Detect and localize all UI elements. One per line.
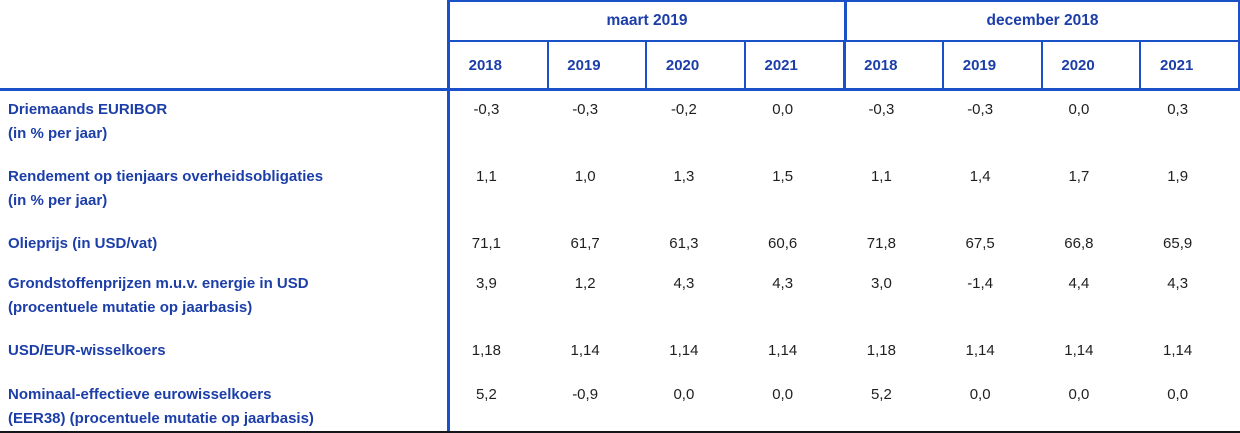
value-cell: 5,2	[870, 386, 892, 403]
table-row-olieprijs: Olieprijs (in USD/vat) 71,1 61,7 61,3 60…	[0, 225, 1240, 265]
value-cell: 66,8	[1064, 235, 1094, 252]
group-header-row: maart 2019 december 2018	[450, 2, 1238, 42]
row-values: -0,3 -0,3 -0,2 0,0 -0,3 -0,3 0,0 0,3	[447, 91, 1240, 158]
row-label-line1: USD/EUR-wisselkoers	[8, 342, 166, 359]
row-values: 1,18 1,14 1,14 1,14 1,18 1,14 1,14 1,14	[447, 332, 1240, 376]
value-cell: 5,2	[475, 386, 497, 403]
value-cell: 0,3	[1167, 101, 1189, 118]
table-body: Driemaands EURIBOR (in % per jaar) -0,3 …	[0, 91, 1240, 433]
value-cell: -0,9	[572, 386, 599, 403]
year-header-row: 2018 2019 2020 2021 2018 2019 2020 2021	[450, 42, 1238, 88]
year-header: 2020	[645, 42, 744, 88]
row-label-line2: (in % per jaar)	[8, 192, 108, 209]
row-label-line1: Rendement op tienjaars overheidsobligati…	[8, 168, 324, 185]
row-label-line1: Driemaands EURIBOR	[8, 101, 168, 118]
value-cell: 0,0	[772, 101, 794, 118]
value-cell: 1,14	[669, 342, 699, 359]
value-cell: 1,4	[969, 168, 991, 185]
value-cell: 0,0	[1068, 386, 1090, 403]
value-cell: 1,18	[866, 342, 896, 359]
row-label-line2: (EER38) (procentuele mutatie op jaarbasi…	[8, 410, 314, 427]
value-cell: 1,7	[1068, 168, 1090, 185]
row-label-line2: (procentuele mutatie op jaarbasis)	[8, 299, 253, 316]
year-header: 2018	[468, 56, 502, 74]
year-header: 2021	[743, 42, 843, 88]
value-cell: 1,9	[1167, 168, 1189, 185]
value-cell: 1,14	[570, 342, 600, 359]
row-label: Grondstoffenprijzen m.u.v. energie in US…	[0, 265, 447, 332]
value-cell: 60,6	[768, 235, 798, 252]
group-header-maart-2019: maart 2019	[606, 12, 688, 29]
value-cell: -0,2	[670, 101, 697, 118]
header-label-spacer	[0, 0, 447, 88]
value-cell: 71,1	[471, 235, 501, 252]
row-label: USD/EUR-wisselkoers	[0, 332, 447, 376]
value-cell: 1,2	[574, 275, 596, 292]
value-cell: 1,1	[870, 168, 892, 185]
value-cell: 0,0	[673, 386, 695, 403]
header-data-area: maart 2019 december 2018 2018 2019 2020 …	[447, 0, 1240, 88]
value-cell: -1,4	[967, 275, 994, 292]
group-header-december-2018: december 2018	[844, 2, 1238, 40]
value-cell: 61,3	[669, 235, 699, 252]
value-cell: 4,4	[1068, 275, 1090, 292]
value-cell: 61,7	[570, 235, 600, 252]
value-cell: 1,14	[1163, 342, 1193, 359]
value-cell: 3,0	[870, 275, 892, 292]
row-values: 71,1 61,7 61,3 60,6 71,8 67,5 66,8 65,9	[447, 225, 1240, 265]
value-cell: 65,9	[1163, 235, 1193, 252]
value-cell: 1,5	[772, 168, 794, 185]
year-header: 2019	[546, 42, 646, 88]
value-cell: 4,3	[673, 275, 695, 292]
value-cell: 0,0	[969, 386, 991, 403]
value-cell: -0,3	[868, 101, 895, 118]
table-row-tienjaars-rendement: Rendement op tienjaars overheidsobligati…	[0, 158, 1240, 225]
value-cell: 1,14	[1064, 342, 1094, 359]
value-cell: 0,0	[1068, 101, 1090, 118]
value-cell: 71,8	[866, 235, 896, 252]
year-header: 2021	[1139, 42, 1238, 88]
value-cell: 4,3	[1167, 275, 1189, 292]
year-header: 2019	[942, 42, 1041, 88]
value-cell: 1,18	[471, 342, 501, 359]
row-label-line2: (in % per jaar)	[8, 125, 108, 142]
value-cell: 1,0	[574, 168, 596, 185]
row-label: Rendement op tienjaars overheidsobligati…	[0, 158, 447, 225]
row-values: 5,2 -0,9 0,0 0,0 5,2 0,0 0,0 0,0	[447, 376, 1240, 431]
row-values: 1,1 1,0 1,3 1,5 1,1 1,4 1,7 1,9	[447, 158, 1240, 225]
value-cell: 0,0	[1167, 386, 1189, 403]
value-cell: 1,14	[965, 342, 995, 359]
value-cell: 67,5	[965, 235, 995, 252]
year-header: 2018	[842, 42, 943, 88]
value-cell: 3,9	[475, 275, 497, 292]
value-cell: 1,3	[673, 168, 695, 185]
table-row-eurowisselkoers: Nominaal-effectieve eurowisselkoers (EER…	[0, 376, 1240, 431]
value-cell: -0,3	[572, 101, 599, 118]
row-label-line1: Olieprijs (in USD/vat)	[8, 235, 158, 252]
row-label: Olieprijs (in USD/vat)	[0, 225, 447, 265]
table-row-grondstoffenprijzen: Grondstoffenprijzen m.u.v. energie in US…	[0, 265, 1240, 332]
value-cell: -0,3	[473, 101, 500, 118]
value-cell: 1,14	[768, 342, 798, 359]
row-label: Driemaands EURIBOR (in % per jaar)	[0, 91, 447, 158]
value-cell: 1,1	[475, 168, 497, 185]
table-row-euribor: Driemaands EURIBOR (in % per jaar) -0,3 …	[0, 91, 1240, 158]
year-header: 2020	[1040, 42, 1140, 88]
row-label: Nominaal-effectieve eurowisselkoers (EER…	[0, 376, 447, 431]
row-label-line1: Grondstoffenprijzen m.u.v. energie in US…	[8, 275, 309, 292]
table-row-usd-eur-wisselkoers: USD/EUR-wisselkoers 1,18 1,14 1,14 1,14 …	[0, 332, 1240, 376]
value-cell: 0,0	[772, 386, 794, 403]
row-values: 3,9 1,2 4,3 4,3 3,0 -1,4 4,4 4,3	[447, 265, 1240, 332]
value-cell: -0,3	[967, 101, 994, 118]
table-header: maart 2019 december 2018 2018 2019 2020 …	[0, 0, 1240, 91]
row-label-line1: Nominaal-effectieve eurowisselkoers	[8, 386, 272, 403]
value-cell: 4,3	[772, 275, 794, 292]
